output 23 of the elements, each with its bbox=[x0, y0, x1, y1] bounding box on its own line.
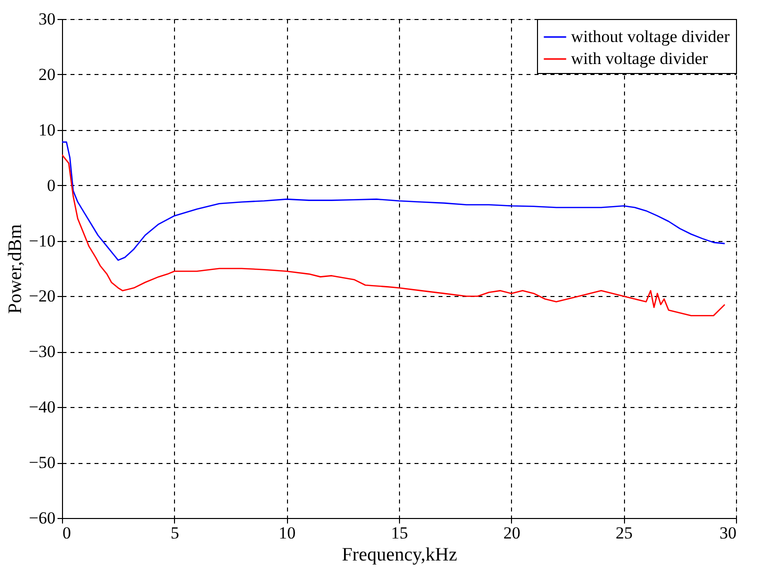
x-tick-label: 5 bbox=[170, 524, 180, 542]
y-tick-label: 10 bbox=[38, 120, 56, 140]
line-series bbox=[62, 141, 726, 261]
y-tick-label: −50 bbox=[28, 453, 56, 472]
y-tick-label: 20 bbox=[38, 64, 56, 84]
y-tick-label: −20 bbox=[28, 286, 56, 306]
x-axis-title: Frequency,kHz bbox=[342, 544, 458, 566]
x-tick-label: 10 bbox=[278, 524, 296, 542]
x-tick-label: 20 bbox=[503, 524, 520, 542]
line-series bbox=[62, 154, 726, 316]
x-tick-label: 0 bbox=[62, 524, 71, 542]
y-tick-label: −60 bbox=[28, 508, 56, 528]
y-tick-label: −10 bbox=[28, 231, 56, 250]
y-axis-title: Power,dBm bbox=[4, 224, 26, 314]
y-tick-label: 30 bbox=[38, 10, 56, 28]
y-tick-label: −40 bbox=[28, 398, 56, 417]
y-tick-label: −30 bbox=[28, 342, 56, 362]
y-tick-label: 0 bbox=[47, 176, 56, 195]
legend-label: with voltage divider bbox=[571, 49, 708, 68]
x-tick-label: 15 bbox=[391, 524, 408, 542]
x-tick-label: 30 bbox=[720, 524, 736, 542]
x-tick-label: 25 bbox=[616, 524, 633, 542]
legend-label: without voltage divider bbox=[571, 27, 730, 46]
